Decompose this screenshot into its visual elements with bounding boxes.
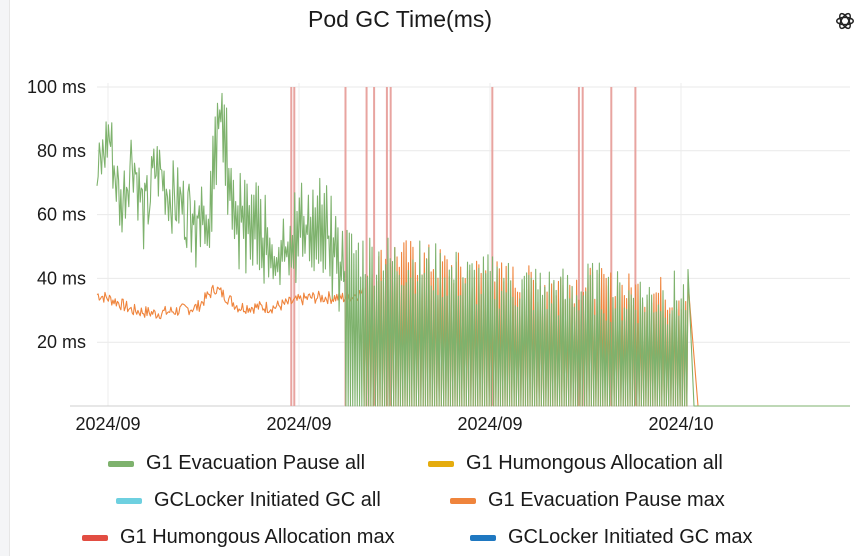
panel-title: Pod GC Time(ms) xyxy=(307,6,493,32)
series-g1-evacuation-pause-all xyxy=(96,92,850,407)
legend-label: GCLocker Initiated GC all xyxy=(154,489,381,511)
openai-logo-icon[interactable] xyxy=(834,10,856,32)
legend-label: GCLocker Initiated GC max xyxy=(508,526,753,548)
y-axis: 20 ms 40 ms 60 ms 80 ms 100 ms xyxy=(27,77,86,352)
y-tick-label: 60 ms xyxy=(37,205,86,225)
legend-label: G1 Evacuation Pause all xyxy=(146,452,366,474)
legend-item[interactable]: GCLocker Initiated GC max xyxy=(470,526,753,549)
legend-label: G1 Humongous Allocation max xyxy=(120,526,395,548)
x-axis: 2024/09 2024/09 2024/09 2024/10 xyxy=(70,405,850,434)
y-tick-label: 80 ms xyxy=(37,141,86,161)
y-tick-label: 20 ms xyxy=(37,332,86,352)
legend-label: G1 Evacuation Pause max xyxy=(488,489,725,511)
legend-item[interactable]: G1 Humongous Allocation max xyxy=(82,526,395,549)
legend-swatch xyxy=(108,460,134,467)
legend-item[interactable]: GCLocker Initiated GC all xyxy=(116,489,381,512)
legend-item[interactable]: G1 Humongous Allocation all xyxy=(428,452,723,475)
panel-left-edge xyxy=(0,0,10,556)
x-tick-label: 2024/10 xyxy=(648,414,713,434)
y-tick-label: 40 ms xyxy=(37,268,86,288)
x-tick-label: 2024/09 xyxy=(75,414,140,434)
y-tick-label: 100 ms xyxy=(27,77,86,97)
legend-swatch xyxy=(428,460,454,467)
legend-swatch xyxy=(116,497,142,504)
x-tick-label: 2024/09 xyxy=(457,414,522,434)
legend-item[interactable]: G1 Evacuation Pause all xyxy=(108,452,365,475)
legend-swatch xyxy=(82,534,108,541)
legend-item[interactable]: G1 Evacuation Pause max xyxy=(450,489,725,512)
legend-swatch xyxy=(470,534,496,541)
x-tick-label: 2024/09 xyxy=(266,414,331,434)
line-g1-evacuation-pause-all xyxy=(96,92,850,407)
legend-label: G1 Humongous Allocation all xyxy=(466,452,723,474)
legend-swatch xyxy=(450,497,476,504)
